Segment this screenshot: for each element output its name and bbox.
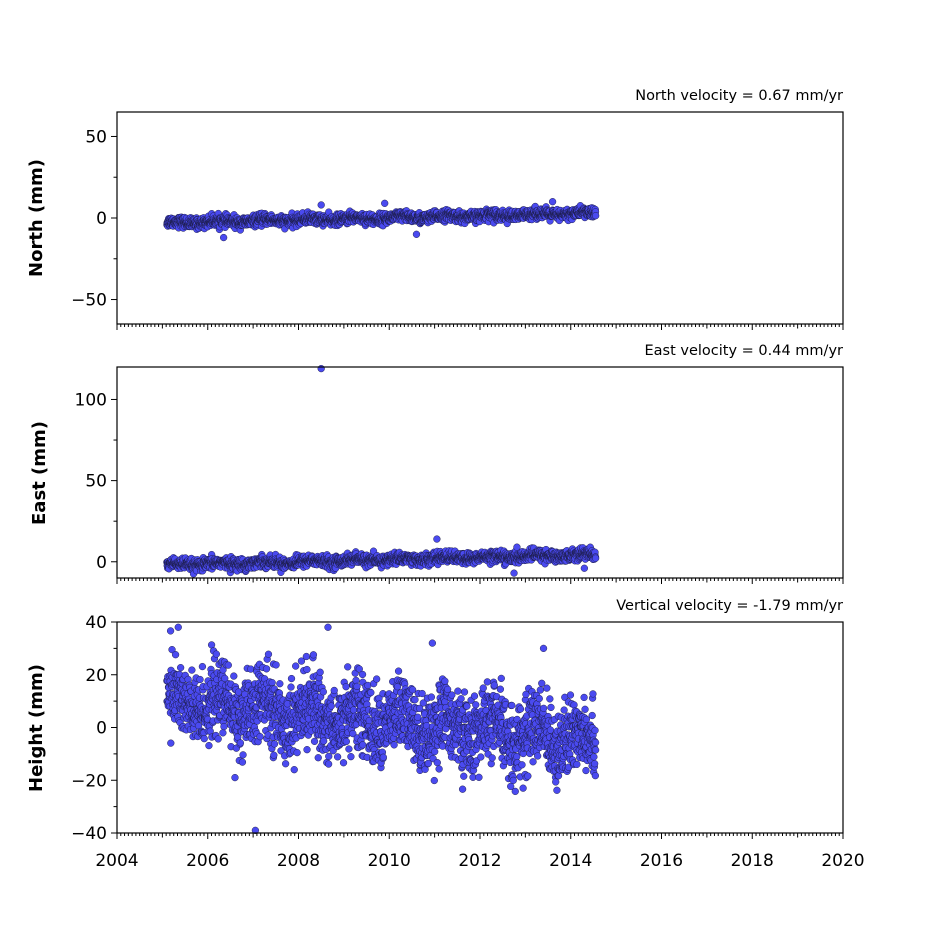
east-y-axis-label: East (mm) bbox=[29, 421, 50, 525]
east-velocity-title: East velocity = 0.44 mm/yr bbox=[644, 343, 843, 359]
height-data-point bbox=[200, 735, 208, 743]
east-data-point bbox=[510, 569, 518, 577]
east-data-point bbox=[591, 554, 600, 562]
height-y-tick-label: −20 bbox=[71, 771, 107, 791]
height-data-point bbox=[212, 650, 220, 658]
height-data-point bbox=[188, 666, 196, 674]
height-data-point bbox=[196, 675, 204, 684]
x-tick-label: 2014 bbox=[549, 851, 592, 871]
height-data-point bbox=[166, 627, 175, 635]
height-data-point bbox=[224, 661, 232, 669]
north-y-axis-label: North (mm) bbox=[26, 159, 47, 277]
height-y-axis-label: Height (mm) bbox=[26, 664, 47, 792]
x-tick-label: 2010 bbox=[368, 851, 411, 871]
height-data-point bbox=[262, 665, 271, 673]
north-data-point bbox=[412, 230, 421, 238]
north-data-point bbox=[548, 198, 557, 206]
height-data-point bbox=[268, 679, 276, 687]
east-plot-frame bbox=[116, 366, 844, 579]
height-data-point bbox=[177, 664, 185, 672]
north-y-ticks: −50 0 50 bbox=[71, 127, 117, 311]
east-y-tick-label: 50 bbox=[85, 472, 107, 492]
east-data-point bbox=[433, 535, 441, 543]
height-y-tick-label: −40 bbox=[71, 824, 107, 844]
east-y-tick-label: 100 bbox=[75, 390, 107, 410]
height-data-point bbox=[236, 739, 244, 747]
x-tick-label: 2004 bbox=[95, 851, 138, 871]
height-y-tick-label: 20 bbox=[85, 666, 107, 686]
east-x-ticks bbox=[116, 578, 844, 584]
height-data-point bbox=[184, 675, 192, 684]
height-data-point bbox=[230, 672, 238, 680]
x-tick-label: 2008 bbox=[277, 851, 320, 871]
height-x-ticks: 2004 2006 2008 2010 2012 2014 2016 2018 2020 bbox=[95, 833, 865, 871]
north-y-tick-label: −50 bbox=[71, 291, 107, 311]
height-data-point bbox=[167, 739, 175, 747]
x-tick-label: 2012 bbox=[458, 851, 501, 871]
x-tick-label: 2016 bbox=[640, 851, 683, 871]
east-y-ticks: 0 50 100 bbox=[75, 390, 117, 573]
north-y-tick-label: 0 bbox=[96, 209, 107, 229]
east-data-point bbox=[580, 564, 588, 572]
x-tick-label: 2018 bbox=[731, 851, 774, 871]
north-data-point bbox=[592, 212, 600, 220]
east-points bbox=[163, 364, 600, 578]
x-tick-label: 2006 bbox=[186, 851, 229, 871]
east-y-tick-label: 0 bbox=[96, 553, 107, 573]
east-panel: East velocity = 0.44 mm/yr East (mm) 0 50… bbox=[29, 343, 844, 584]
north-x-ticks bbox=[116, 324, 844, 330]
north-data-point bbox=[220, 233, 228, 242]
height-y-tick-label: 40 bbox=[85, 613, 107, 633]
north-y-tick-label: 50 bbox=[85, 127, 107, 147]
height-data-point bbox=[206, 727, 214, 735]
vertical-velocity-title: Vertical velocity = -1.79 mm/yr bbox=[616, 598, 843, 614]
x-tick-label: 2020 bbox=[821, 851, 864, 871]
height-data-point bbox=[239, 751, 247, 759]
height-data-point bbox=[198, 662, 207, 671]
height-data-point bbox=[219, 729, 227, 737]
north-velocity-title: North velocity = 0.67 mm/yr bbox=[635, 88, 843, 104]
height-data-point bbox=[238, 758, 247, 766]
height-data-point bbox=[214, 735, 222, 743]
height-data-point bbox=[220, 722, 228, 731]
height-data-point bbox=[264, 650, 273, 658]
north-points bbox=[163, 198, 600, 242]
height-data-point bbox=[256, 733, 264, 741]
north-panel: North velocity = 0.67 mm/yr North (mm) −… bbox=[26, 88, 844, 330]
height-y-tick-label: 0 bbox=[96, 719, 107, 739]
height-data-point bbox=[171, 651, 180, 659]
height-panel: Vertical velocity = -1.79 mm/yr Height (… bbox=[26, 598, 865, 871]
height-points bbox=[163, 623, 600, 834]
height-data-point bbox=[205, 741, 213, 750]
height-data-point bbox=[270, 751, 278, 759]
height-y-ticks: −40 −20 0 20 40 bbox=[71, 613, 117, 844]
east-data-point bbox=[317, 364, 325, 373]
north-data-point bbox=[381, 199, 389, 207]
north-data-point bbox=[317, 201, 325, 209]
